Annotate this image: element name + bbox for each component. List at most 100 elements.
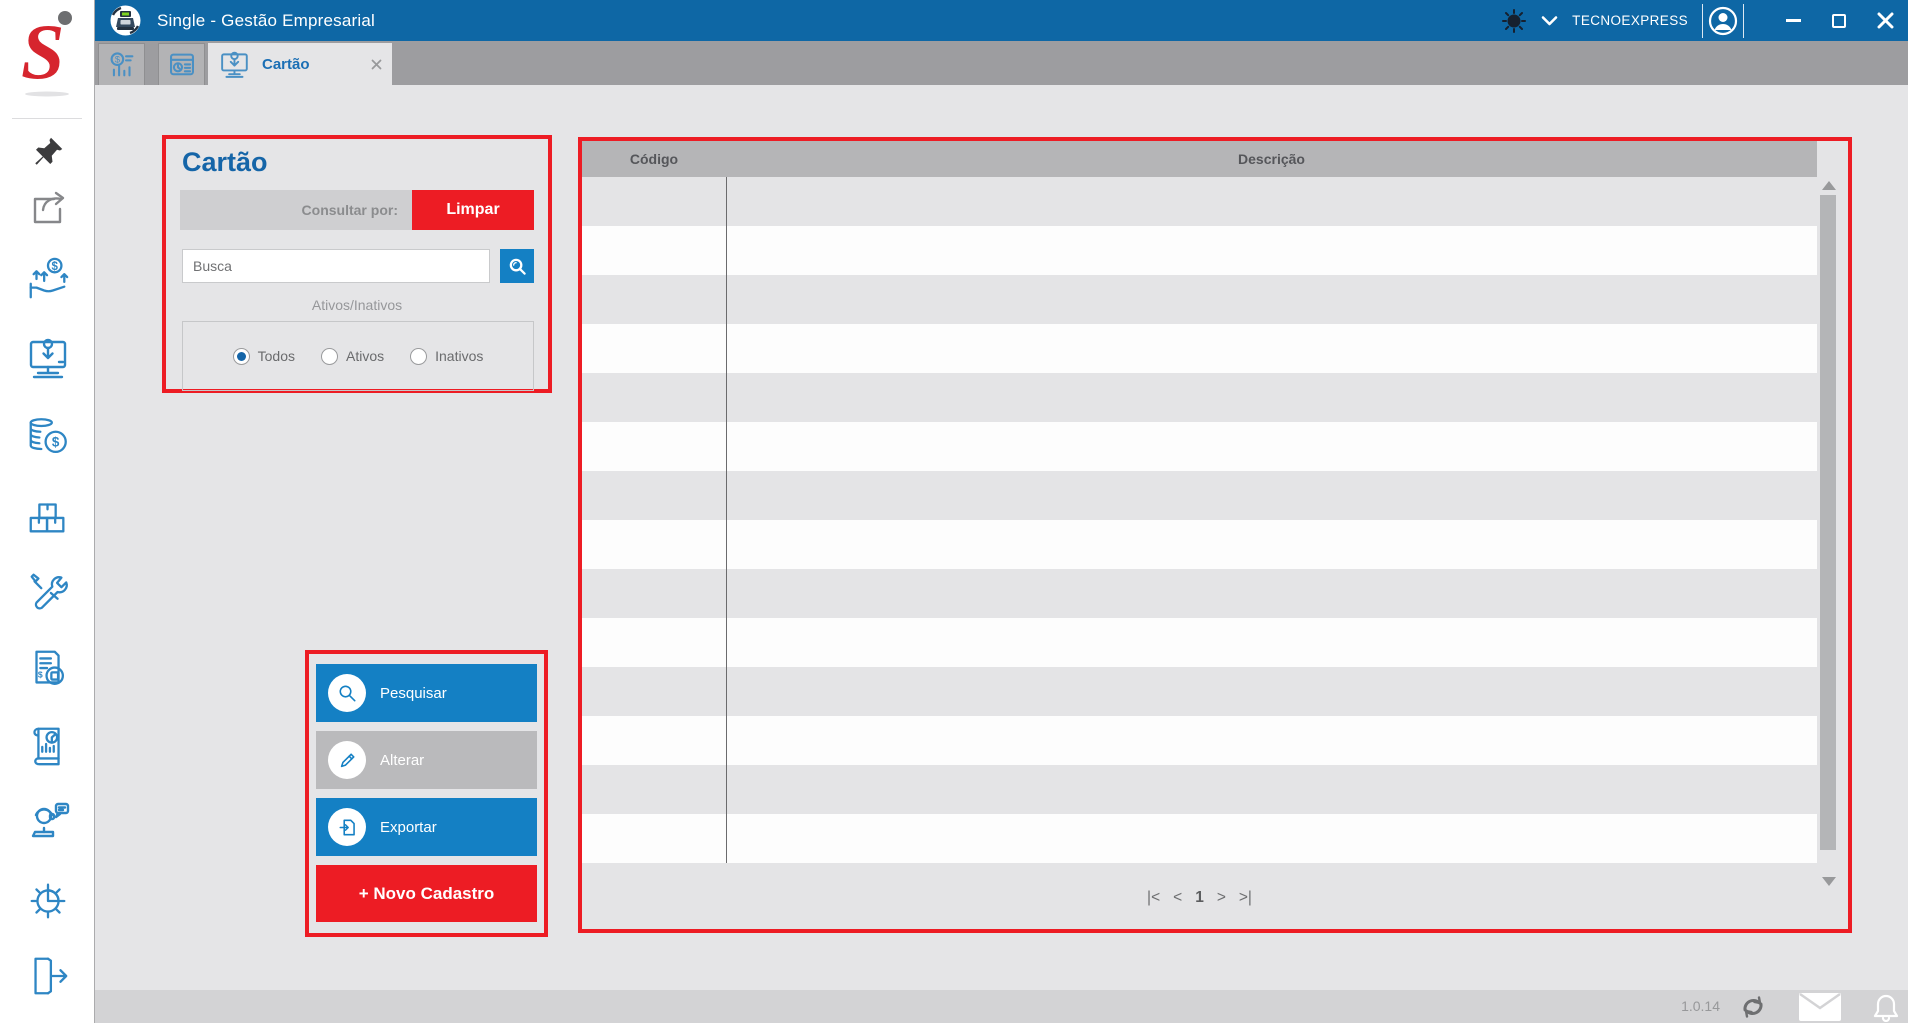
titlebar-separator: [1702, 3, 1703, 38]
tab-cartao[interactable]: Cartão: [208, 43, 392, 85]
table-row[interactable]: [582, 814, 1817, 863]
radio-label: Ativos: [345, 348, 385, 364]
pagination-current-page: 1: [1195, 889, 1204, 906]
status-radio[interactable]: Inativos: [410, 347, 484, 365]
pagination-first[interactable]: |<: [1147, 889, 1161, 906]
search-input[interactable]: [182, 249, 490, 283]
search-panel: Cartão Consultar por: Limpar Ativos/Inat…: [162, 135, 552, 393]
tools-icon[interactable]: [0, 566, 95, 618]
scheduler-tab-icon: [169, 53, 194, 75]
window-title: Single - Gestão Empresarial: [157, 10, 375, 30]
theme-toggle-icon[interactable]: [1501, 8, 1527, 34]
alterar-button[interactable]: Alterar: [316, 731, 537, 789]
column-divider: [726, 177, 727, 863]
support-icon[interactable]: [0, 796, 95, 848]
table-row[interactable]: [582, 422, 1817, 471]
maximize-button[interactable]: [1816, 0, 1862, 41]
table-scrollbar[interactable]: [1820, 181, 1837, 886]
stock-icon[interactable]: [0, 490, 95, 542]
radio-circle: [232, 347, 250, 365]
pagination-next[interactable]: >: [1216, 889, 1226, 906]
table-row[interactable]: [582, 275, 1817, 324]
user-avatar-icon[interactable]: [1703, 0, 1743, 41]
minimize-icon: [1785, 19, 1801, 22]
table-row[interactable]: [582, 618, 1817, 667]
scroll-down-arrow-icon[interactable]: [1822, 877, 1836, 886]
table-row[interactable]: [582, 569, 1817, 618]
sidebar-divider: [12, 118, 82, 119]
clear-button[interactable]: Limpar: [412, 190, 534, 230]
pagination: |< < 1 > >|: [582, 889, 1817, 907]
single-logo-icon: S: [0, 4, 95, 100]
cartao-tab-icon: [221, 51, 248, 78]
logout-icon[interactable]: [0, 950, 95, 1002]
tab-close-icon[interactable]: [371, 59, 382, 70]
svg-text:$: $: [51, 435, 59, 450]
titlebar: Single - Gestão Empresarial TECNOEXPRESS: [95, 0, 1908, 41]
table-row[interactable]: [582, 324, 1817, 373]
pesquisar-label: Pesquisar: [380, 684, 447, 702]
tab-scheduler[interactable]: [158, 43, 205, 85]
tabbar: $ Cartão: [95, 41, 1908, 85]
page-title: Cartão: [182, 147, 268, 177]
table-rows: [582, 177, 1817, 863]
registration-icon[interactable]: [0, 333, 95, 385]
export-icon: [328, 808, 366, 846]
column-header-codigo[interactable]: Código: [629, 151, 679, 167]
novo-cadastro-button[interactable]: + Novo Cadastro: [316, 865, 537, 922]
svg-text:$: $: [37, 670, 42, 680]
alterar-label: Alterar: [380, 751, 425, 769]
dashboard-tab-icon: $: [110, 51, 133, 76]
close-button[interactable]: [1862, 0, 1908, 41]
share-icon[interactable]: [0, 182, 95, 234]
results-table-panel: Código Descrição |< < 1 > >|: [578, 137, 1852, 933]
column-header-descricao[interactable]: Descrição: [1238, 151, 1305, 167]
maximize-icon: [1832, 13, 1846, 28]
table-row[interactable]: [582, 373, 1817, 422]
pesquisar-button[interactable]: Pesquisar: [316, 664, 537, 722]
radio-label: Todos: [257, 348, 295, 364]
coins-icon[interactable]: $: [0, 411, 95, 463]
status-radio[interactable]: Todos: [232, 347, 295, 365]
refresh-icon[interactable]: [1738, 992, 1768, 1023]
scroll-up-arrow-icon[interactable]: [1822, 181, 1836, 190]
radio-label: Inativos: [435, 348, 484, 364]
app-logo-icon: [110, 5, 141, 36]
radio-circle: [320, 347, 338, 365]
search-icon: [328, 674, 366, 712]
invoice-icon[interactable]: $: [0, 643, 95, 695]
titlebar-separator: [1743, 3, 1744, 38]
reports-icon[interactable]: [0, 720, 95, 772]
version-label: 1.0.14: [1681, 998, 1720, 1014]
bell-icon[interactable]: [1872, 992, 1900, 1023]
table-row[interactable]: [582, 177, 1817, 226]
scrollbar-thumb[interactable]: [1820, 195, 1836, 850]
table-row[interactable]: [582, 471, 1817, 520]
table-row[interactable]: [582, 667, 1817, 716]
exportar-label: Exportar: [380, 818, 437, 836]
minimize-button[interactable]: [1770, 0, 1816, 41]
mail-icon[interactable]: [1798, 992, 1842, 1023]
pagination-last[interactable]: >|: [1238, 889, 1252, 906]
search-submit-button[interactable]: [500, 249, 534, 283]
settings-icon[interactable]: [0, 875, 95, 927]
chevron-down-icon[interactable]: [1541, 15, 1558, 27]
pagination-prev[interactable]: <: [1173, 889, 1183, 906]
tab-dashboard[interactable]: $: [98, 43, 145, 85]
table-row[interactable]: [582, 765, 1817, 814]
table-row[interactable]: [582, 226, 1817, 275]
sidebar: S $: [0, 0, 95, 1023]
receivables-icon[interactable]: $: [0, 253, 95, 305]
table-row[interactable]: [582, 716, 1817, 765]
status-radio[interactable]: Ativos: [320, 347, 385, 365]
consult-by-label: Consultar por:: [180, 190, 412, 230]
close-icon: [1877, 12, 1893, 29]
actions-panel: Pesquisar Alterar Exportar + Novo Cadast…: [305, 650, 548, 937]
status-radio-group: Todos Ativos Inativos: [182, 321, 534, 391]
pin-icon[interactable]: [0, 126, 95, 178]
radio-circle: [410, 347, 428, 365]
svg-text:$: $: [114, 54, 119, 64]
table-row[interactable]: [582, 520, 1817, 569]
exportar-button[interactable]: Exportar: [316, 798, 537, 856]
